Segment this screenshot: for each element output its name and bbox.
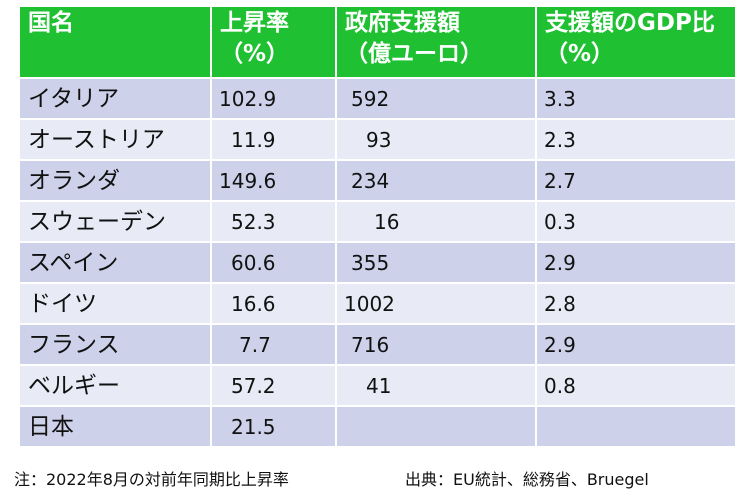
gdp-cell: 2.9 xyxy=(535,241,737,284)
aid-cell-value: 592 xyxy=(351,86,390,111)
country-cell-value: ドイツ xyxy=(28,290,97,317)
rate-cell-value: 16.6 xyxy=(231,291,276,316)
rate-cell-value: 21.5 xyxy=(231,414,276,439)
gdp-cell: 2.3 xyxy=(535,118,737,161)
footnote-source: 出典：EU統計、総務省、Bruegel xyxy=(405,470,649,489)
country-cell-value: スウェーデン xyxy=(28,208,166,235)
country-cell: スペイン xyxy=(18,241,212,284)
gdp-cell: 0.3 xyxy=(535,200,737,243)
aid-cell-value xyxy=(344,415,351,439)
table-row: ベルギー 57.2 41 0.8 xyxy=(18,364,737,407)
aid-cell: 716 xyxy=(335,323,537,366)
country-cell: スウェーデン xyxy=(18,200,212,243)
gdp-cell: 2.8 xyxy=(535,282,737,325)
data-table: 国名 上昇率 （%） 政府支援額 （億ユーロ） 支援額のGDP比 （%） イタリ… xyxy=(18,5,737,448)
aid-cell-value: 234 xyxy=(351,168,390,193)
country-cell-value: 日本 xyxy=(28,413,74,440)
rate-cell-value: 57.2 xyxy=(231,373,276,398)
rate-cell: 16.6 xyxy=(210,282,337,325)
table-header: 国名 上昇率 （%） 政府支援額 （億ユーロ） 支援額のGDP比 （%） xyxy=(18,5,737,79)
rate-cell: 7.7 xyxy=(210,323,337,366)
aid-cell: 16 xyxy=(335,200,537,243)
aid-cell-value: 1002 xyxy=(344,291,395,316)
aid-cell: 355 xyxy=(335,241,537,284)
rate-cell-value: 52.3 xyxy=(231,209,276,234)
header-gdp-unit: （%） xyxy=(545,41,615,67)
header-aid: 政府支援額 （億ユーロ） xyxy=(335,5,537,79)
header-country-label: 国名 xyxy=(28,10,74,36)
table-row: フランス 7.7 716 2.9 xyxy=(18,323,737,366)
country-cell-value: ベルギー xyxy=(28,372,120,399)
header-rate-unit: （%） xyxy=(220,41,290,67)
country-cell: オーストリア xyxy=(18,118,212,161)
table-row: スウェーデン 52.3 16 0.3 xyxy=(18,200,737,243)
gdp-cell-value: 2.9 xyxy=(544,332,576,357)
gdp-cell: 2.9 xyxy=(535,323,737,366)
gdp-cell-value: 2.7 xyxy=(544,168,576,193)
header-gdp-label: 支援額のGDP比 xyxy=(545,10,715,36)
rate-cell: 11.9 xyxy=(210,118,337,161)
rate-cell-value: 7.7 xyxy=(239,332,271,357)
country-cell-value: スペイン xyxy=(28,249,119,276)
aid-cell: 592 xyxy=(335,77,537,120)
gdp-cell-value: 2.8 xyxy=(544,291,576,316)
table-row: イタリア 102.9 592 3.3 xyxy=(18,77,737,120)
header-rate: 上昇率 （%） xyxy=(210,5,337,79)
rate-cell: 60.6 xyxy=(210,241,337,284)
table-body: イタリア 102.9 592 3.3 オーストリア 11.9 93 2.3 オランダ 149.6 2… xyxy=(18,77,737,448)
gdp-cell-value: 0.8 xyxy=(544,373,576,398)
country-cell: フランス xyxy=(18,323,212,366)
gdp-cell-value: 2.3 xyxy=(544,127,576,152)
country-cell: 日本 xyxy=(18,405,212,448)
aid-cell-value: 355 xyxy=(351,250,390,275)
country-cell-value: オーストリア xyxy=(28,126,165,153)
rate-cell-value: 149.6 xyxy=(219,168,277,193)
footnote-note: 注：2022年8月の対前年同期比上昇率 xyxy=(14,470,289,489)
rate-cell: 149.6 xyxy=(210,159,337,202)
header-row: 国名 上昇率 （%） 政府支援額 （億ユーロ） 支援額のGDP比 （%） xyxy=(18,5,737,79)
header-gdp: 支援額のGDP比 （%） xyxy=(535,5,737,79)
country-cell-value: オランダ xyxy=(28,167,120,194)
table-row: オランダ 149.6 234 2.7 xyxy=(18,159,737,202)
aid-cell-value: 93 xyxy=(366,127,392,152)
aid-cell-value: 41 xyxy=(366,373,392,398)
aid-cell-value: 16 xyxy=(374,209,400,234)
rate-cell: 102.9 xyxy=(210,77,337,120)
country-cell-value: イタリア xyxy=(28,85,120,112)
rate-cell: 21.5 xyxy=(210,405,337,448)
header-rate-label: 上昇率 xyxy=(220,10,289,36)
table-row: スペイン 60.6 355 2.9 xyxy=(18,241,737,284)
country-cell: イタリア xyxy=(18,77,212,120)
table-row: 日本 21.5 xyxy=(18,405,737,448)
aid-cell: 41 xyxy=(335,364,537,407)
gdp-cell: 2.7 xyxy=(535,159,737,202)
rate-cell-value: 11.9 xyxy=(231,127,276,152)
header-country: 国名 xyxy=(18,5,212,79)
country-cell: オランダ xyxy=(18,159,212,202)
rate-cell-value: 60.6 xyxy=(231,250,276,275)
country-cell-value: フランス xyxy=(28,331,120,358)
header-aid-label: 政府支援額 xyxy=(345,10,460,36)
gdp-cell-value: 3.3 xyxy=(544,86,576,111)
gdp-cell-value: 0.3 xyxy=(544,209,576,234)
gdp-cell xyxy=(535,405,737,448)
rate-cell: 52.3 xyxy=(210,200,337,243)
aid-cell-value: 716 xyxy=(351,332,390,357)
table-row: ドイツ 16.6 1002 2.8 xyxy=(18,282,737,325)
gdp-cell: 3.3 xyxy=(535,77,737,120)
country-cell: ドイツ xyxy=(18,282,212,325)
rate-cell: 57.2 xyxy=(210,364,337,407)
aid-cell xyxy=(335,405,537,448)
gdp-cell: 0.8 xyxy=(535,364,737,407)
rate-cell-value: 102.9 xyxy=(219,86,277,111)
country-cell: ベルギー xyxy=(18,364,212,407)
aid-cell: 234 xyxy=(335,159,537,202)
table-row: オーストリア 11.9 93 2.3 xyxy=(18,118,737,161)
aid-cell: 93 xyxy=(335,118,537,161)
aid-cell: 1002 xyxy=(335,282,537,325)
gdp-cell-value: 2.9 xyxy=(544,250,576,275)
header-aid-unit: （億ユーロ） xyxy=(345,41,483,67)
